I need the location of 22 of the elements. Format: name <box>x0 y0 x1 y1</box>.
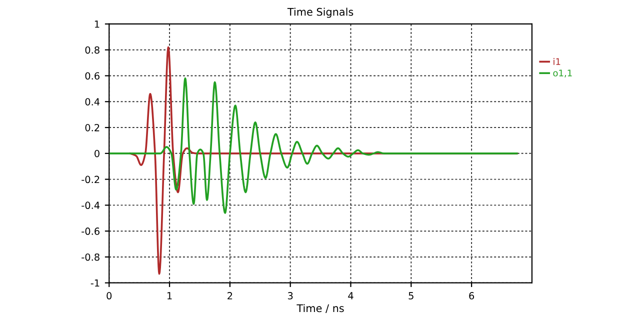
y-tick-label: -0.6 <box>82 228 100 235</box>
legend-label: i1 <box>554 58 560 65</box>
x-tick-label: 0 <box>106 292 112 300</box>
x-tick-label: 3 <box>288 292 293 300</box>
y-tick-label: -0.8 <box>82 253 100 261</box>
y-tick-label: 0.6 <box>85 72 100 80</box>
chart-title: Time Signals <box>287 8 354 18</box>
y-tick-label: 0 <box>94 150 100 158</box>
y-tick-label: 0.4 <box>85 98 100 106</box>
y-tick-label: -1 <box>90 279 100 287</box>
y-tick-label: 0.8 <box>85 46 100 54</box>
y-tick-label: -0.4 <box>82 202 100 210</box>
x-tick-label: 5 <box>408 292 414 300</box>
x-tick-label: 4 <box>348 292 354 300</box>
x-tick-label: 6 <box>469 292 474 300</box>
y-tick-label: -0.2 <box>82 176 100 184</box>
x-axis-title: Time / ns <box>296 304 344 313</box>
x-tick-label: 2 <box>228 292 232 300</box>
x-tick-label: 1 <box>168 292 172 300</box>
y-tick-label: 1 <box>94 20 100 28</box>
legend-label: o1,1 <box>553 70 572 78</box>
y-tick-label: 0.2 <box>85 124 100 132</box>
